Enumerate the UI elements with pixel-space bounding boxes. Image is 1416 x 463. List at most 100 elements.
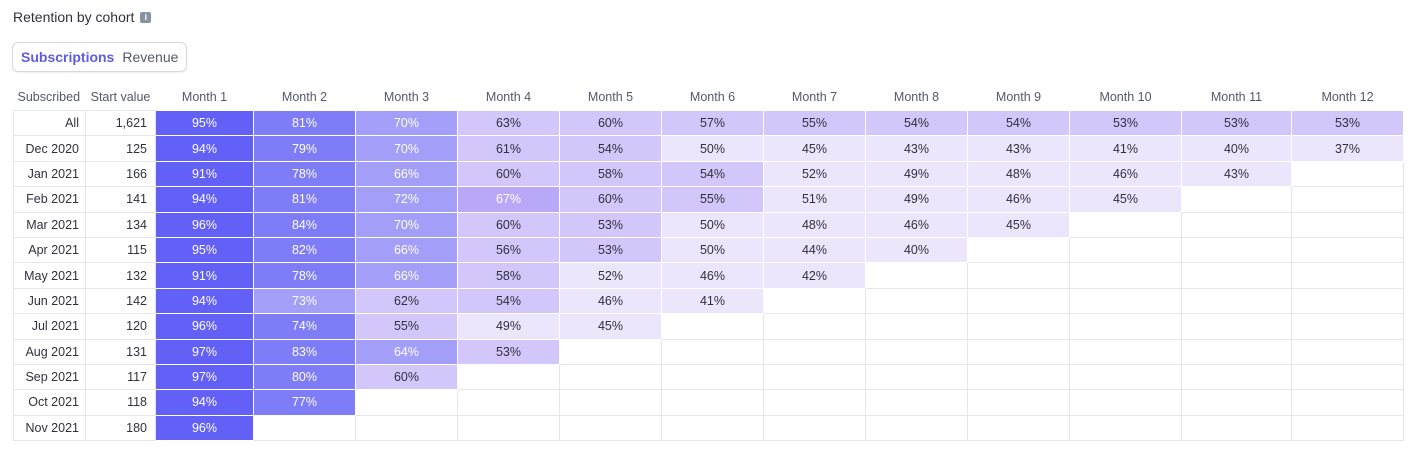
retention-cell[interactable]: 66% bbox=[355, 262, 458, 289]
retention-cell[interactable]: 53% bbox=[457, 338, 560, 365]
retention-cell[interactable]: 60% bbox=[355, 363, 458, 391]
retention-cell[interactable]: 55% bbox=[661, 186, 764, 213]
retention-cell[interactable]: 54% bbox=[457, 287, 560, 315]
retention-cell[interactable]: 70% bbox=[355, 135, 458, 162]
retention-cell[interactable]: 53% bbox=[1069, 109, 1182, 137]
retention-cell[interactable]: 97% bbox=[155, 338, 254, 365]
retention-cell[interactable]: 60% bbox=[559, 186, 662, 213]
retention-cell[interactable]: 40% bbox=[865, 236, 968, 264]
retention-cell[interactable]: 62% bbox=[355, 287, 458, 315]
info-icon[interactable]: i bbox=[140, 11, 152, 23]
retention-cell[interactable]: 46% bbox=[865, 211, 968, 238]
retention-cell[interactable]: 49% bbox=[865, 160, 968, 188]
retention-cell bbox=[457, 414, 560, 442]
column-header: Month 3 bbox=[383, 89, 430, 104]
retention-cell[interactable]: 45% bbox=[1069, 186, 1182, 213]
retention-cell[interactable]: 44% bbox=[763, 236, 866, 264]
retention-cell[interactable]: 97% bbox=[155, 363, 254, 391]
retention-cell[interactable]: 54% bbox=[661, 160, 764, 188]
retention-cell[interactable]: 46% bbox=[967, 186, 1070, 213]
retention-cell[interactable]: 94% bbox=[155, 389, 254, 416]
retention-cell[interactable]: 46% bbox=[661, 262, 764, 289]
retention-cell[interactable]: 70% bbox=[355, 211, 458, 238]
retention-cell[interactable]: 53% bbox=[1291, 109, 1404, 137]
retention-cell[interactable]: 45% bbox=[967, 211, 1070, 238]
retention-cell[interactable]: 96% bbox=[155, 414, 254, 442]
retention-cell[interactable]: 80% bbox=[253, 363, 356, 391]
retention-cell bbox=[967, 363, 1070, 391]
retention-cell[interactable]: 66% bbox=[355, 236, 458, 264]
retention-cell[interactable]: 81% bbox=[253, 186, 356, 213]
retention-cell[interactable]: 53% bbox=[559, 211, 662, 238]
retention-cell[interactable]: 63% bbox=[457, 109, 560, 137]
retention-cell[interactable]: 96% bbox=[155, 211, 254, 238]
retention-cell[interactable]: 41% bbox=[1069, 135, 1182, 162]
retention-cell[interactable]: 55% bbox=[355, 313, 458, 340]
retention-cell[interactable]: 45% bbox=[763, 135, 866, 162]
retention-cell[interactable]: 91% bbox=[155, 160, 254, 188]
retention-cell[interactable]: 50% bbox=[661, 135, 764, 162]
retention-cell[interactable]: 42% bbox=[763, 262, 866, 289]
retention-cell[interactable]: 95% bbox=[155, 109, 254, 137]
tab-subscriptions[interactable]: Subscriptions bbox=[21, 49, 115, 65]
retention-cell[interactable]: 52% bbox=[763, 160, 866, 188]
retention-cell[interactable]: 57% bbox=[661, 109, 764, 137]
retention-cell[interactable]: 60% bbox=[457, 160, 560, 188]
retention-cell[interactable]: 54% bbox=[967, 109, 1070, 137]
retention-cell[interactable]: 94% bbox=[155, 186, 254, 213]
retention-cell[interactable]: 43% bbox=[1181, 160, 1292, 188]
retention-cell[interactable]: 79% bbox=[253, 135, 356, 162]
retention-cell[interactable]: 49% bbox=[865, 186, 968, 213]
retention-cell[interactable]: 96% bbox=[155, 313, 254, 340]
retention-cell[interactable]: 78% bbox=[253, 262, 356, 289]
start-value: 115 bbox=[85, 236, 156, 264]
retention-cell[interactable]: 81% bbox=[253, 109, 356, 137]
retention-cell[interactable]: 94% bbox=[155, 135, 254, 162]
retention-cell[interactable]: 66% bbox=[355, 160, 458, 188]
retention-cell[interactable]: 61% bbox=[457, 135, 560, 162]
retention-cell[interactable]: 45% bbox=[559, 313, 662, 340]
cohort-label: Sep 2021 bbox=[13, 363, 86, 391]
retention-cell[interactable]: 60% bbox=[457, 211, 560, 238]
retention-cell[interactable]: 37% bbox=[1291, 135, 1404, 162]
retention-cell[interactable]: 50% bbox=[661, 236, 764, 264]
retention-cell[interactable]: 56% bbox=[457, 236, 560, 264]
retention-cell[interactable]: 91% bbox=[155, 262, 254, 289]
retention-cell[interactable]: 73% bbox=[253, 287, 356, 315]
tab-revenue[interactable]: Revenue bbox=[122, 49, 179, 65]
retention-cell[interactable]: 95% bbox=[155, 236, 254, 264]
retention-cell[interactable]: 52% bbox=[559, 262, 662, 289]
retention-cell[interactable]: 46% bbox=[1069, 160, 1182, 188]
retention-cell[interactable]: 64% bbox=[355, 338, 458, 365]
retention-cell[interactable]: 54% bbox=[559, 135, 662, 162]
retention-cell[interactable]: 43% bbox=[865, 135, 968, 162]
retention-cell[interactable]: 51% bbox=[763, 186, 866, 213]
retention-cell[interactable]: 50% bbox=[661, 211, 764, 238]
retention-cell[interactable]: 67% bbox=[457, 186, 560, 213]
retention-cell[interactable]: 40% bbox=[1181, 135, 1292, 162]
cohort-label: Jan 2021 bbox=[13, 160, 86, 188]
retention-cell[interactable]: 48% bbox=[763, 211, 866, 238]
retention-cell[interactable]: 78% bbox=[253, 160, 356, 188]
retention-cell[interactable]: 70% bbox=[355, 109, 458, 137]
retention-cell[interactable]: 49% bbox=[457, 313, 560, 340]
retention-cell[interactable]: 83% bbox=[253, 338, 356, 365]
retention-cell[interactable]: 58% bbox=[457, 262, 560, 289]
retention-cell[interactable]: 58% bbox=[559, 160, 662, 188]
retention-cell[interactable]: 48% bbox=[967, 160, 1070, 188]
retention-cell[interactable]: 41% bbox=[661, 287, 764, 315]
metric-toggle: Subscriptions Revenue bbox=[12, 42, 188, 72]
retention-cell[interactable]: 74% bbox=[253, 313, 356, 340]
retention-cell[interactable]: 82% bbox=[253, 236, 356, 264]
retention-cell[interactable]: 84% bbox=[253, 211, 356, 238]
retention-cell[interactable]: 54% bbox=[865, 109, 968, 137]
retention-cell[interactable]: 72% bbox=[355, 186, 458, 213]
retention-cell[interactable]: 53% bbox=[1181, 109, 1292, 137]
retention-cell[interactable]: 77% bbox=[253, 389, 356, 416]
retention-cell[interactable]: 46% bbox=[559, 287, 662, 315]
retention-cell[interactable]: 60% bbox=[559, 109, 662, 137]
retention-cell[interactable]: 53% bbox=[559, 236, 662, 264]
retention-cell[interactable]: 94% bbox=[155, 287, 254, 315]
retention-cell[interactable]: 43% bbox=[967, 135, 1070, 162]
retention-cell[interactable]: 55% bbox=[763, 109, 866, 137]
